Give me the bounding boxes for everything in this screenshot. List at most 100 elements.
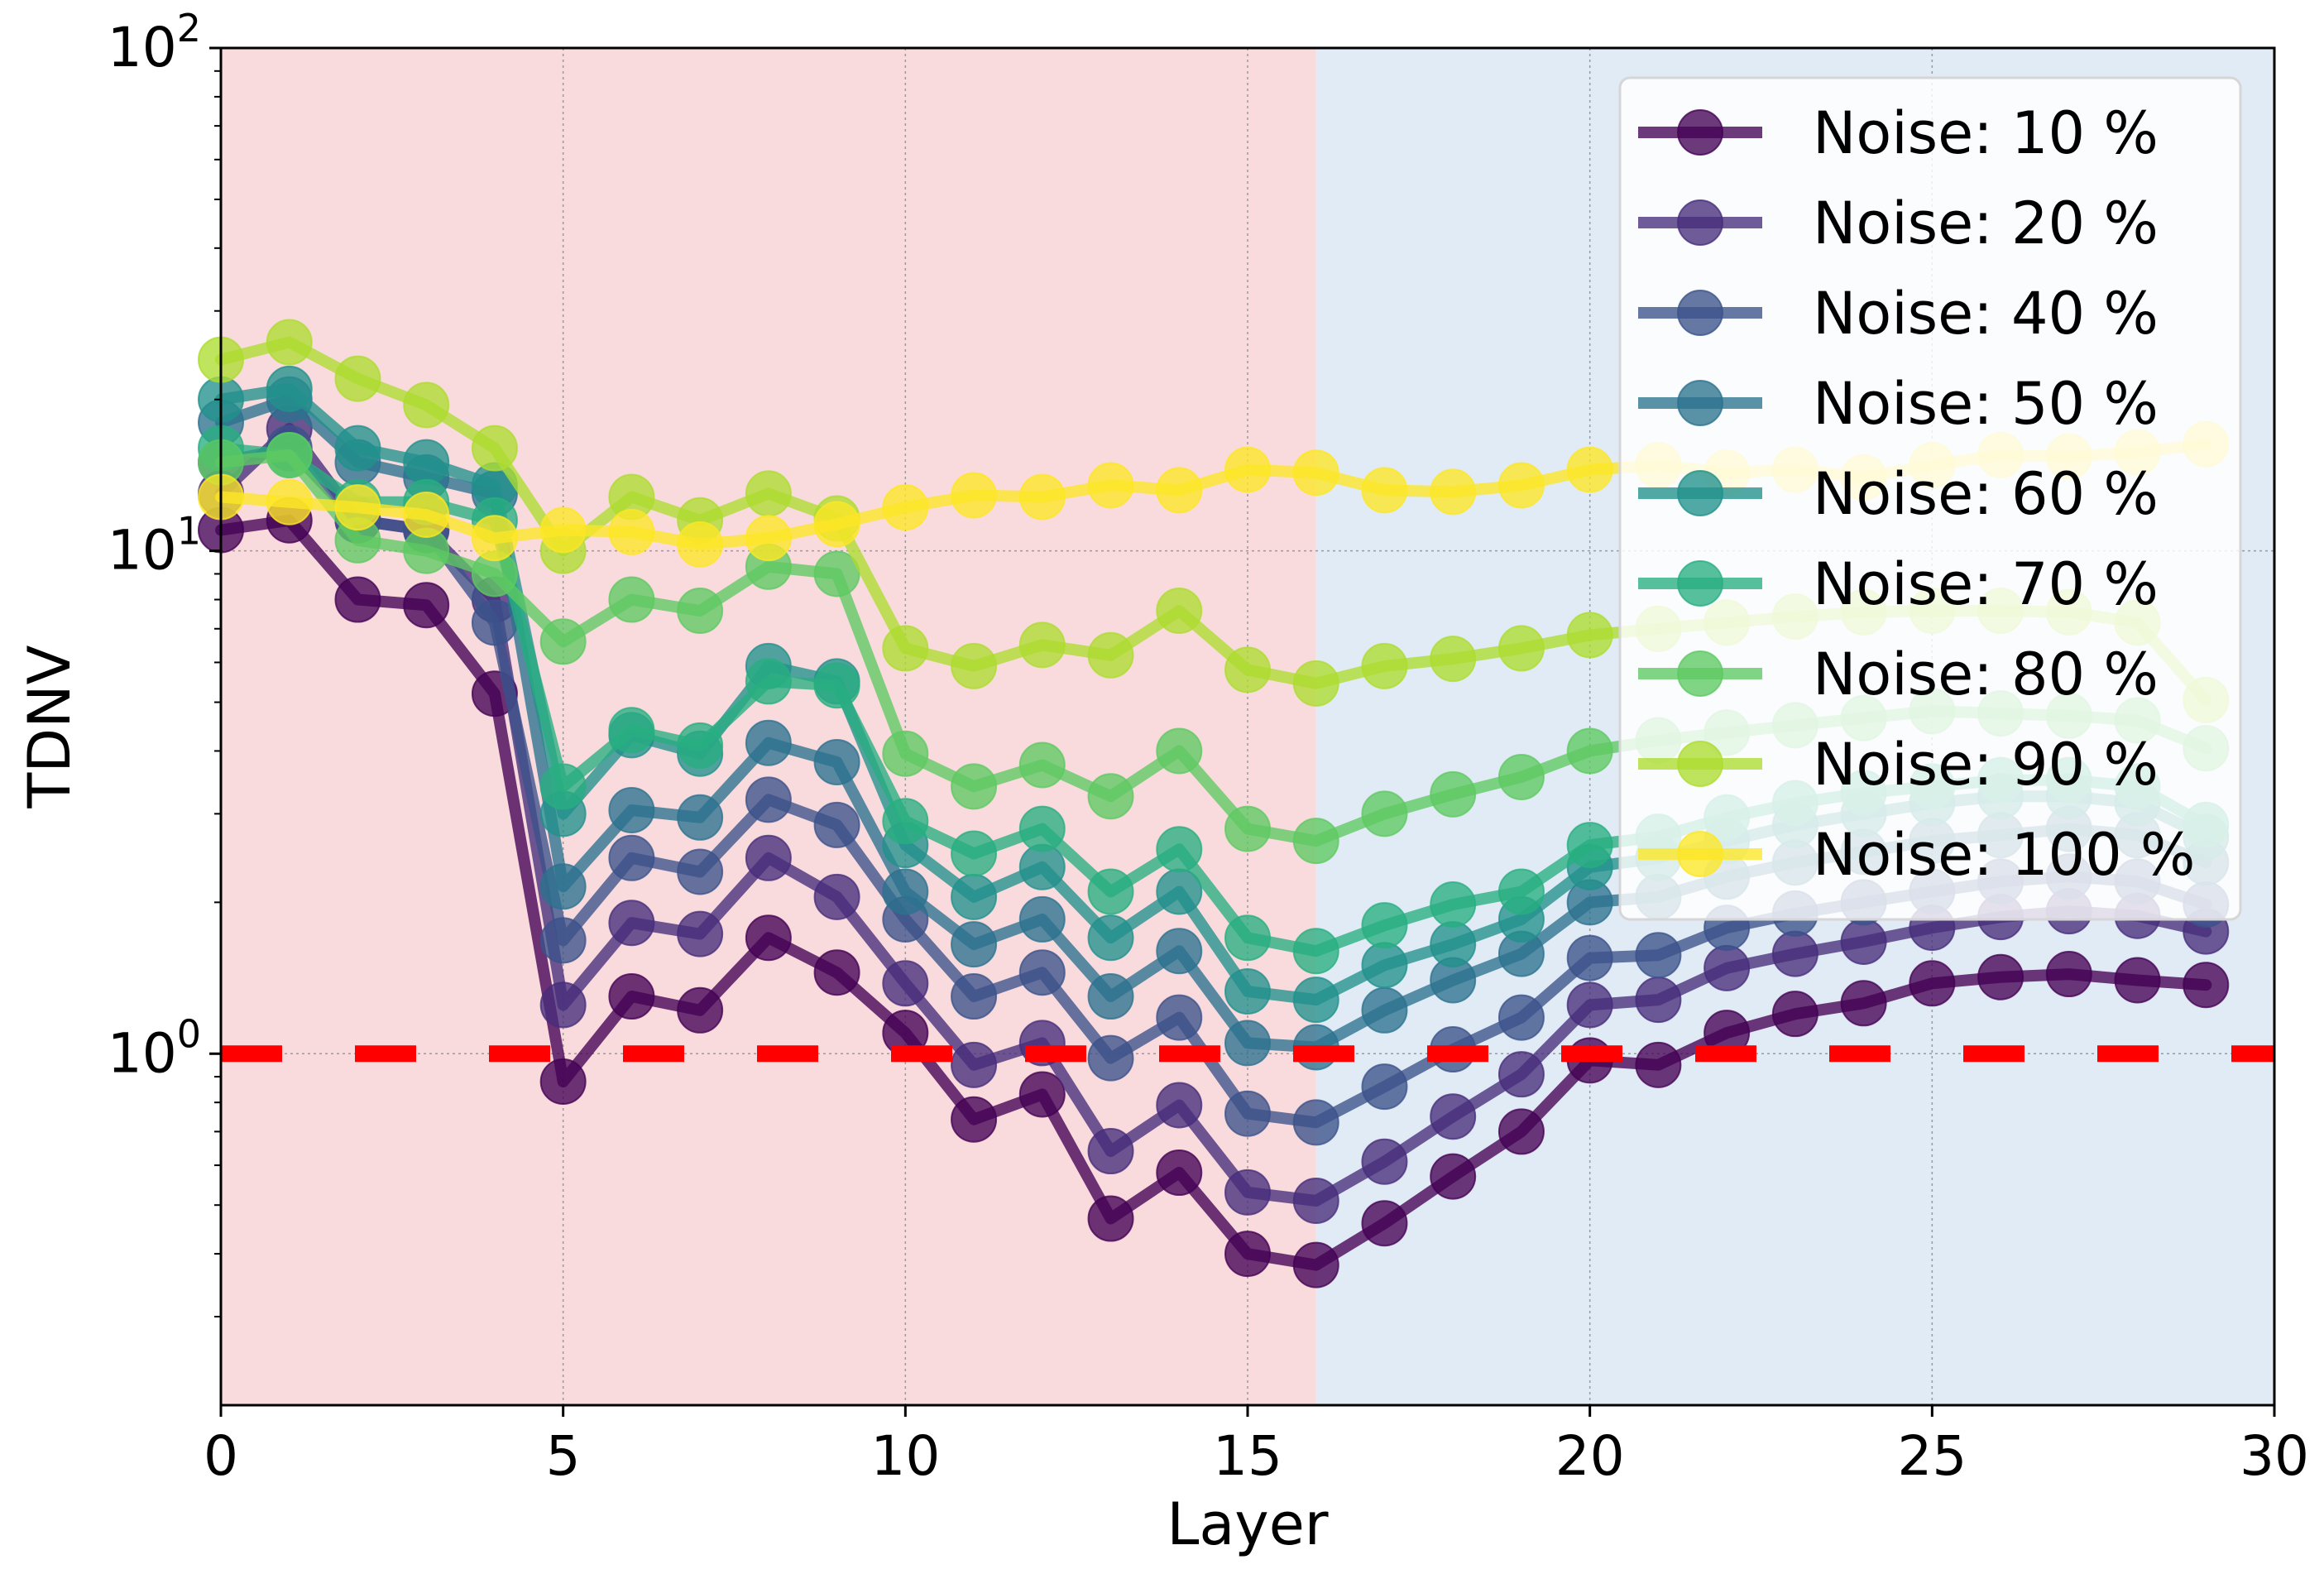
data-point (266, 365, 313, 412)
data-point (1018, 473, 1066, 521)
legend-entry (1638, 470, 1762, 516)
data-point (2114, 957, 2161, 1004)
legend-entry (1638, 831, 1762, 877)
data-point (951, 642, 998, 689)
legend-label: Noise: 10 % (1813, 99, 2159, 167)
data-point (1361, 986, 1408, 1034)
data-point (677, 588, 724, 635)
data-point (745, 470, 792, 517)
data-point (1771, 930, 1818, 977)
legend-entry (1638, 290, 1762, 336)
legend-marker (1677, 290, 1723, 336)
data-point (1087, 631, 1134, 679)
data-point (813, 949, 860, 996)
data-point (951, 1041, 998, 1088)
data-point (334, 355, 381, 402)
data-point (2045, 951, 2092, 998)
legend-label: Noise: 60 % (1813, 460, 2159, 528)
legend-marker (1677, 109, 1723, 156)
legend-label: Noise: 90 % (1813, 731, 2159, 799)
y-tick-label: 101 (108, 509, 201, 583)
data-point (539, 1058, 587, 1106)
y-tick-label: 100 (108, 1011, 201, 1085)
data-point (1497, 994, 1545, 1041)
legend-label: Noise: 80 % (1813, 641, 2159, 708)
y-axis-label: TDNV (16, 645, 84, 809)
data-point (1087, 462, 1134, 509)
data-point (539, 917, 587, 964)
data-point (677, 848, 724, 895)
data-point (334, 576, 381, 623)
data-point (1292, 1177, 1339, 1224)
data-point (403, 491, 450, 538)
legend-marker (1677, 560, 1723, 607)
data-point (403, 439, 450, 486)
data-point (745, 776, 792, 823)
data-point (1361, 790, 1408, 837)
data-point (539, 618, 587, 665)
data-point (1497, 1108, 1545, 1155)
data-point (745, 834, 792, 881)
data-point (1771, 991, 1818, 1038)
data-point (882, 798, 929, 845)
data-point (1156, 727, 1203, 775)
data-point (1361, 642, 1408, 689)
data-point (1087, 1195, 1134, 1242)
legend: Noise: 10 % Noise: 20 % Noise: 40 % Noise: … (1618, 76, 2242, 921)
data-point (813, 662, 860, 709)
data-point (1292, 818, 1339, 865)
data-point (1224, 446, 1271, 493)
data-point (403, 582, 450, 629)
data-point (745, 719, 792, 766)
legend-label: Noise: 40 % (1813, 280, 2159, 348)
data-point (882, 484, 929, 531)
data-point (813, 801, 860, 848)
x-tick-label: 25 (1897, 1424, 1967, 1488)
x-tick-label: 20 (1555, 1424, 1625, 1488)
data-point (1977, 953, 2025, 1001)
data-point (813, 873, 860, 920)
data-point (1292, 1099, 1339, 1146)
data-point (1497, 625, 1545, 672)
data-point (1156, 928, 1203, 975)
data-point (1566, 934, 1613, 981)
data-point (677, 722, 724, 769)
data-point (2183, 962, 2230, 1009)
data-point (1156, 1082, 1203, 1129)
data-point (539, 506, 587, 554)
y-tick-label: 102 (108, 6, 201, 79)
legend-entry (1638, 560, 1762, 607)
legend-marker (1677, 380, 1723, 426)
data-point (1635, 932, 1682, 979)
data-point (882, 625, 929, 672)
data-point (745, 658, 792, 705)
data-point (608, 707, 655, 754)
data-point (1087, 914, 1134, 962)
data-point (951, 973, 998, 1020)
data-point (1430, 921, 1477, 968)
data-point (1087, 973, 1134, 1020)
legend-entry (1638, 741, 1762, 787)
data-point (471, 425, 518, 472)
data-point (1361, 1138, 1408, 1185)
data-point (1292, 928, 1339, 975)
data-point (1566, 446, 1613, 493)
legend-box (1618, 76, 2242, 921)
legend-entry (1638, 650, 1762, 697)
data-point (1361, 902, 1408, 949)
data-point (951, 873, 998, 920)
data-point (1840, 980, 1887, 1027)
data-point (1018, 949, 1066, 996)
legend-entry (1638, 199, 1762, 246)
legend-label: Noise: 70 % (1813, 550, 2159, 618)
axis-ticks: 0 5 10 15 20 25 30 100 101 102 (108, 6, 2309, 1488)
data-point (608, 900, 655, 947)
data-point (1224, 914, 1271, 962)
x-tick-label: 0 (204, 1424, 238, 1488)
data-point (882, 960, 929, 1007)
data-point (1156, 588, 1203, 635)
data-point (1430, 881, 1477, 929)
data-point (1566, 612, 1613, 659)
data-point (1224, 805, 1271, 852)
data-point (1224, 968, 1271, 1015)
